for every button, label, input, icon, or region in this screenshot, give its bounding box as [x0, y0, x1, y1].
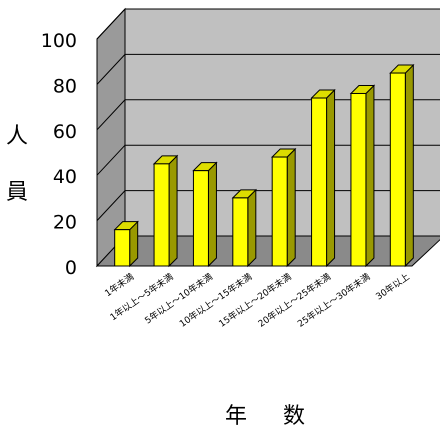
x-axis-label-char-1: 年 [225, 404, 248, 429]
floor [95, 235, 440, 267]
bar [310, 88, 336, 268]
y-tick-labels: 0 20 40 60 80 100 [41, 30, 77, 279]
y-tick-label: 100 [41, 30, 77, 52]
y-axis-label-char-1: 人 [6, 124, 29, 149]
x-tick-label: 15年以上～20年未満 [216, 271, 293, 330]
bar [270, 147, 297, 268]
x-tick-label: 25年以上～30年未満 [295, 271, 372, 330]
bar-front [389, 72, 406, 267]
x-tick-label: 20年以上～25年未満 [256, 271, 333, 330]
bar-side [168, 154, 178, 268]
bar-front [271, 156, 288, 267]
bar-front [311, 97, 328, 267]
gridlines [96, 8, 440, 266]
x-tick-label: 30年以上 [373, 271, 411, 303]
bar-side [404, 63, 414, 268]
bar-side [207, 161, 217, 268]
gridline [96, 53, 440, 85]
bar [389, 63, 415, 268]
y-tick-label: 80 [53, 75, 77, 97]
bar [152, 154, 179, 268]
x-tick-labels: 1年未満1年以上～5年未満5年以上～10年未満10年以上～15年未満15年以上～… [102, 271, 411, 330]
bar [231, 188, 258, 268]
bar-side [247, 188, 257, 268]
y-tick-label: 0 [65, 257, 77, 279]
gridline [96, 8, 440, 40]
bar-front [232, 197, 249, 267]
gridline [96, 144, 440, 176]
x-tick-label: 1年以上～5年未満 [108, 271, 176, 324]
bar-side [326, 88, 336, 268]
x-tick-label: 1年未満 [102, 271, 136, 300]
bars [113, 63, 415, 268]
y-axis-label-char-2: 員 [6, 180, 29, 205]
y-tick-label: 20 [53, 212, 77, 234]
bar-front [153, 163, 170, 267]
x-tick-label: 10年以上～15年未満 [177, 271, 254, 330]
bar [113, 220, 139, 268]
bar-front [114, 229, 131, 267]
bar [192, 161, 218, 268]
chart-walls [95, 7, 440, 268]
bar [349, 84, 376, 268]
bar-side [365, 84, 375, 268]
y-tick-label: 40 [53, 166, 77, 188]
y-tick-label: 60 [53, 121, 77, 143]
bar-front [350, 92, 367, 267]
bar-front [192, 170, 209, 267]
gridline [96, 99, 440, 131]
bar-side [286, 147, 296, 268]
x-axis-label-char-2: 数 [283, 404, 306, 429]
x-tick-label: 5年以上～10年未満 [142, 271, 215, 327]
gridline [96, 190, 440, 221]
